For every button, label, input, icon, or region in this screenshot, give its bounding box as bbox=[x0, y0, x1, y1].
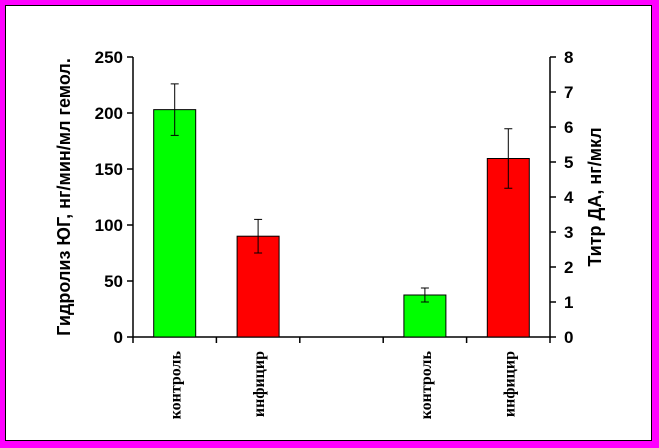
left-tick-label: 250 bbox=[95, 48, 123, 67]
left-axis-title: Гидролиз ЮГ, нг/мин/мл гемол. bbox=[54, 58, 74, 336]
category-label: инфицир bbox=[501, 351, 518, 417]
left-tick-label: 0 bbox=[114, 328, 123, 347]
right-tick-label: 3 bbox=[564, 223, 573, 242]
left-tick-label: 100 bbox=[95, 216, 123, 235]
right-tick-label: 0 bbox=[564, 328, 573, 347]
left-tick-label: 200 bbox=[95, 104, 123, 123]
right-tick-label: 8 bbox=[564, 48, 573, 67]
right-tick-label: 1 bbox=[564, 293, 573, 312]
left-axis: 0 50 100 150 200 250 bbox=[95, 48, 134, 347]
category-labels: контроль инфицир контроль инфицир bbox=[168, 350, 519, 419]
left-tick-label: 50 bbox=[104, 272, 123, 291]
right-tick-label: 4 bbox=[564, 188, 574, 207]
bar-контроль-left bbox=[153, 109, 197, 338]
right-tick-label: 6 bbox=[564, 118, 573, 137]
category-label: инфицир bbox=[251, 351, 268, 417]
category-label: контроль bbox=[168, 350, 185, 419]
right-axis-title: Титр ДА, нг/мкл bbox=[585, 127, 605, 266]
bars bbox=[153, 83, 530, 338]
left-tick-label: 150 bbox=[95, 160, 123, 179]
chart-frame bbox=[5, 5, 652, 441]
x-axis bbox=[132, 336, 551, 343]
category-label: контроль bbox=[418, 350, 435, 419]
right-tick-label: 5 bbox=[564, 153, 573, 172]
right-tick-label: 2 bbox=[564, 258, 573, 277]
right-tick-label: 7 bbox=[564, 83, 573, 102]
right-axis: 0 1 2 3 4 5 6 7 8 bbox=[549, 48, 574, 347]
